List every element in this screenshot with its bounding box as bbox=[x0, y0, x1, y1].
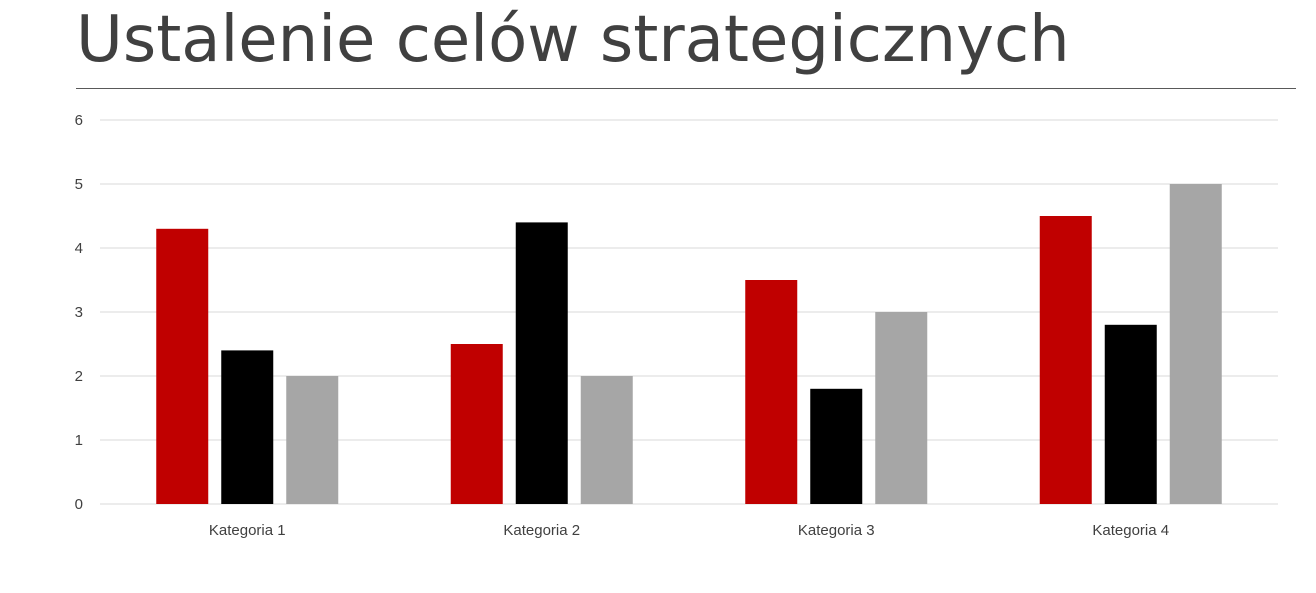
y-tick-label: 3 bbox=[75, 304, 83, 321]
bar-series-2-category-2 bbox=[515, 222, 568, 504]
y-tick-label: 2 bbox=[75, 368, 83, 385]
gridlines bbox=[100, 119, 1278, 505]
y-tick-label: 1 bbox=[75, 432, 83, 449]
bar-series-3-category-2 bbox=[580, 376, 633, 504]
y-tick-label: 5 bbox=[75, 176, 83, 193]
bar-series-1-category-4 bbox=[1039, 216, 1092, 504]
x-axis-categories: Kategoria 1 Kategoria 2 Kategoria 3 Kategor… bbox=[209, 522, 1169, 539]
bar-series-3-category-3 bbox=[875, 312, 928, 504]
y-tick-label: 0 bbox=[75, 496, 83, 513]
bar-series-3-category-1 bbox=[286, 376, 339, 504]
title-divider bbox=[76, 88, 1296, 89]
y-tick-label: 6 bbox=[75, 112, 83, 129]
slide-title: Ustalenie celów strategicznych bbox=[76, 3, 1070, 77]
bars bbox=[156, 184, 1222, 505]
bar-series-1-category-2 bbox=[450, 344, 503, 504]
bar-series-3-category-4 bbox=[1169, 184, 1222, 504]
bar-series-1-category-1 bbox=[156, 228, 209, 505]
bar-series-1-category-3 bbox=[745, 280, 798, 504]
x-category-label: Kategoria 3 bbox=[798, 522, 875, 539]
y-axis-ticks: 0 1 2 3 4 5 6 bbox=[75, 112, 83, 513]
bar-series-2-category-3 bbox=[810, 388, 863, 504]
bar-series-2-category-4 bbox=[1104, 324, 1157, 504]
x-category-label: Kategoria 2 bbox=[503, 522, 580, 539]
x-category-label: Kategoria 1 bbox=[209, 522, 286, 539]
x-category-label: Kategoria 4 bbox=[1092, 522, 1169, 539]
bar-series-2-category-1 bbox=[221, 350, 274, 504]
y-tick-label: 4 bbox=[75, 240, 83, 257]
